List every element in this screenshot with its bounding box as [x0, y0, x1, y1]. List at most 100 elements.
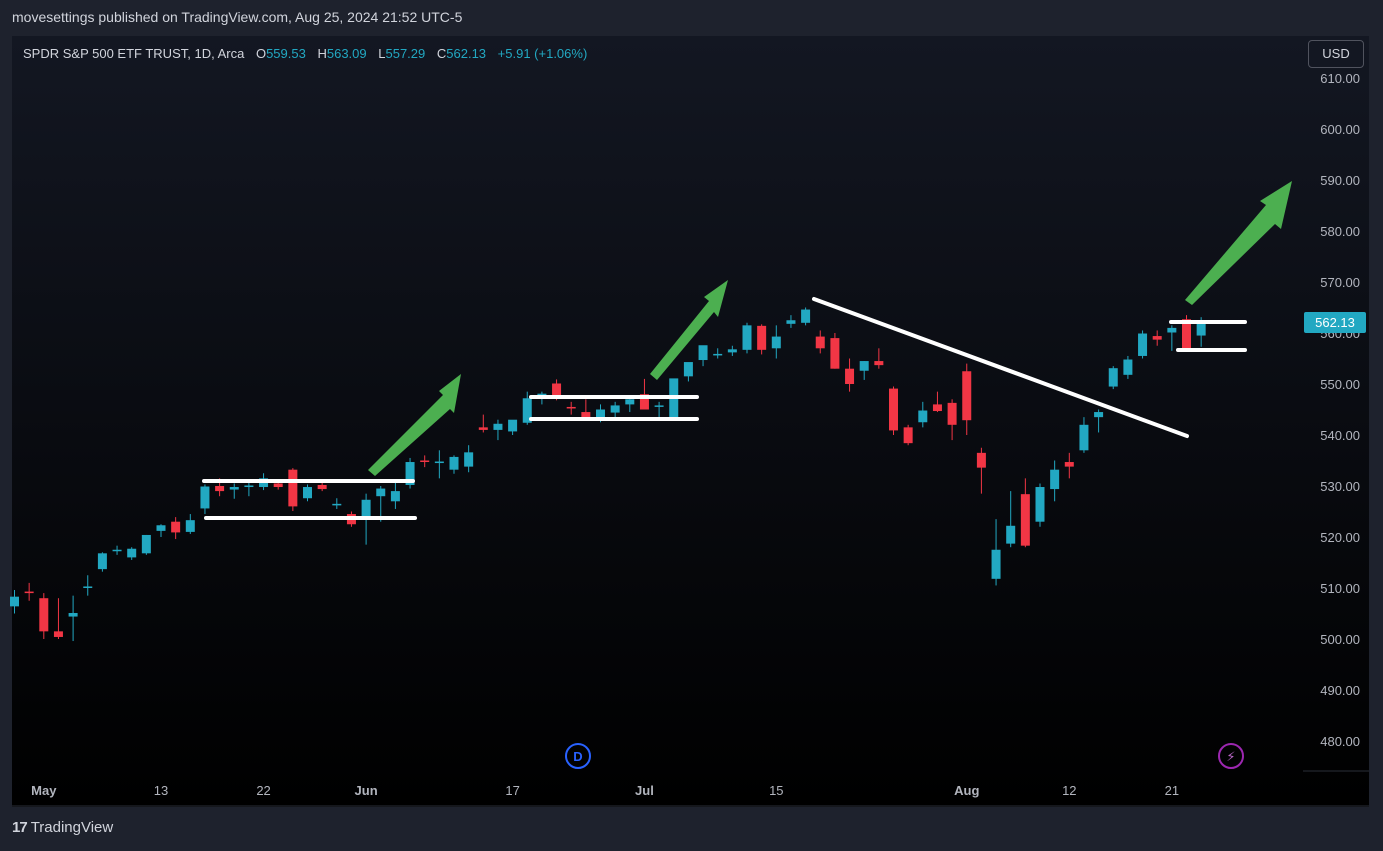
candle[interactable] — [1152, 330, 1162, 346]
candle[interactable] — [771, 325, 781, 359]
candle[interactable] — [24, 582, 34, 601]
candle-body — [639, 394, 649, 410]
candle[interactable] — [859, 361, 869, 380]
candle[interactable] — [376, 486, 386, 522]
breakout-arrow-1 — [368, 374, 461, 476]
candle[interactable] — [727, 345, 737, 356]
candle[interactable] — [1094, 409, 1104, 433]
candle[interactable] — [1035, 483, 1045, 527]
time-tick-label: Jun — [355, 783, 378, 798]
dividend-marker[interactable]: D — [565, 743, 591, 769]
candle[interactable] — [757, 324, 767, 355]
candle[interactable] — [610, 401, 620, 418]
candle[interactable] — [83, 575, 93, 596]
candle[interactable] — [522, 391, 532, 425]
candle[interactable] — [405, 457, 415, 489]
candle[interactable] — [889, 386, 898, 435]
candle[interactable] — [332, 498, 342, 509]
candle[interactable] — [68, 595, 78, 642]
candle[interactable] — [1006, 491, 1016, 548]
candle-body — [68, 612, 78, 617]
candle[interactable] — [874, 348, 884, 369]
candle-body — [53, 631, 63, 637]
event-marker[interactable]: ⚡ — [1218, 743, 1244, 769]
candle-body — [596, 409, 605, 418]
candle[interactable] — [815, 330, 825, 354]
candle[interactable] — [156, 524, 166, 537]
candle[interactable] — [976, 447, 986, 494]
low-value: 557.29 — [385, 46, 426, 61]
candle[interactable] — [947, 399, 957, 441]
candle[interactable] — [1167, 325, 1177, 351]
candle[interactable] — [478, 414, 488, 433]
candle[interactable] — [97, 552, 107, 572]
candle[interactable] — [1050, 460, 1060, 502]
candle[interactable] — [801, 307, 811, 326]
time-tick-label: May — [31, 783, 57, 798]
candle[interactable] — [845, 358, 855, 392]
candle[interactable] — [141, 534, 151, 555]
candle-body — [1094, 412, 1104, 418]
candle-body — [420, 460, 430, 462]
candle[interactable] — [932, 391, 942, 413]
candle[interactable] — [1138, 330, 1148, 359]
close-value: 562.13 — [446, 46, 487, 61]
candle[interactable] — [1123, 355, 1133, 379]
candle[interactable] — [698, 345, 708, 367]
candle[interactable] — [185, 514, 195, 534]
candle[interactable] — [1108, 366, 1118, 390]
candle[interactable] — [390, 480, 400, 509]
lightning-icon: ⚡ — [1226, 750, 1235, 765]
candle-body — [815, 336, 825, 349]
candle[interactable] — [229, 483, 239, 499]
candle-body — [508, 419, 518, 432]
candle-body — [1182, 319, 1191, 349]
candle-body — [303, 487, 312, 499]
candle[interactable] — [786, 315, 796, 328]
candle-body — [698, 345, 708, 361]
candle[interactable] — [493, 419, 503, 441]
candle[interactable] — [903, 424, 913, 446]
candle-body — [1138, 333, 1148, 356]
candle[interactable] — [1020, 478, 1030, 548]
candle[interactable] — [918, 401, 928, 428]
candle[interactable] — [420, 455, 430, 468]
candle-body — [830, 338, 840, 369]
candle-body — [478, 427, 488, 430]
candle-body — [610, 405, 620, 413]
candle[interactable] — [683, 362, 693, 382]
candle[interactable] — [200, 484, 210, 515]
candle[interactable] — [434, 450, 444, 479]
candle[interactable] — [112, 545, 122, 555]
candle[interactable] — [830, 333, 840, 369]
currency-button[interactable]: USD — [1308, 40, 1364, 68]
candle[interactable] — [1079, 417, 1089, 453]
candle[interactable] — [991, 519, 1001, 586]
candle[interactable] — [53, 598, 63, 639]
dividend-icon: D — [573, 749, 582, 764]
candle[interactable] — [39, 593, 49, 639]
price-tick-label: 500.00 — [1320, 632, 1360, 647]
time-tick-label: 13 — [154, 783, 168, 798]
candle[interactable] — [1064, 452, 1074, 479]
candle[interactable] — [171, 517, 181, 540]
candle[interactable] — [303, 484, 312, 502]
candle[interactable] — [127, 547, 137, 560]
candle[interactable] — [288, 468, 298, 511]
candle[interactable] — [713, 348, 723, 359]
candle[interactable] — [464, 445, 474, 473]
candle[interactable] — [10, 590, 19, 614]
candle[interactable] — [962, 363, 972, 435]
candle[interactable] — [508, 419, 518, 435]
symbol-name: SPDR S&P 500 ETF TRUST, 1D, Arca — [23, 46, 245, 61]
high-label: H — [317, 46, 327, 61]
candle[interactable] — [449, 455, 459, 474]
candle[interactable] — [669, 378, 679, 420]
candle[interactable] — [654, 401, 664, 418]
candle[interactable] — [625, 396, 635, 413]
candle[interactable] — [639, 378, 649, 410]
candle[interactable] — [566, 401, 576, 415]
candle[interactable] — [742, 322, 752, 354]
tradingview-footer[interactable]: 17 TradingView — [12, 819, 113, 836]
